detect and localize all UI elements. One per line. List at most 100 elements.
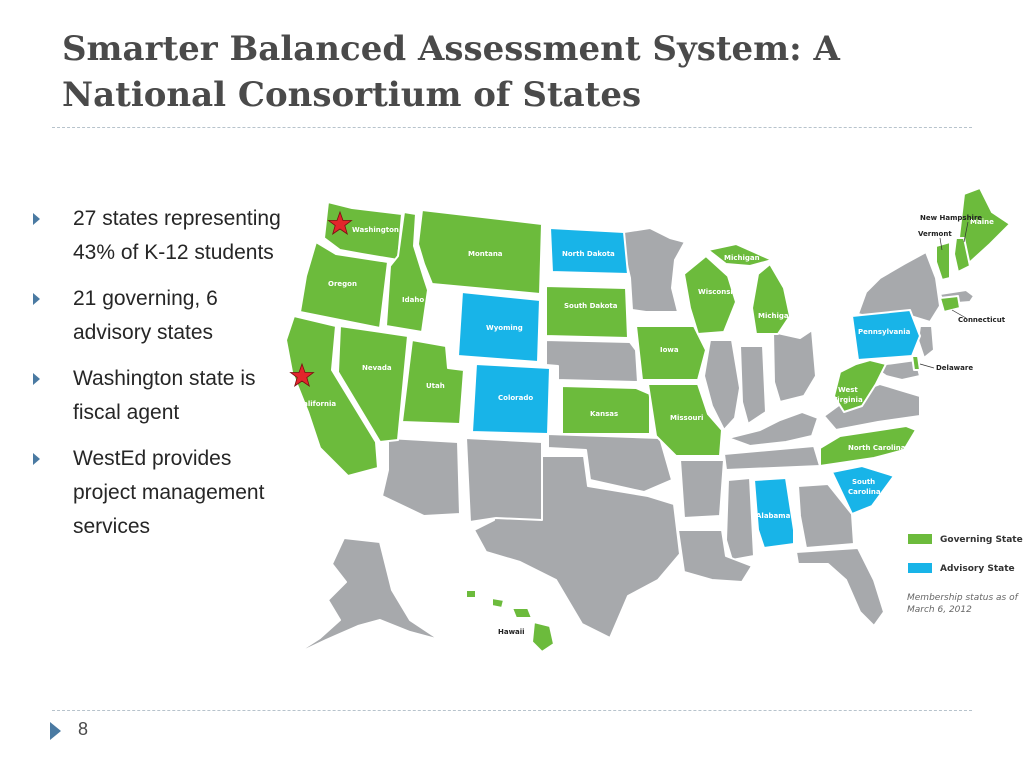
state-utah: [401, 339, 465, 425]
leader-connecticut: [951, 309, 967, 319]
label-michigan: Michigan: [758, 312, 794, 320]
label-south-carolina-line-2: Carolina: [848, 488, 881, 496]
state-california: [285, 315, 379, 477]
state-arizona: [381, 437, 461, 517]
label-south-carolina-line-1: South: [852, 478, 875, 486]
state-new-hampshire: [953, 237, 971, 273]
label-washington: Washington: [352, 226, 399, 234]
label-west-virginia-line-2: Virginia: [832, 396, 863, 404]
label-michigan-upper: Michigan: [724, 254, 760, 262]
state-alaska: [291, 537, 441, 657]
state-nebraska: [545, 339, 639, 383]
bullet-text: Washington state is fiscal agent: [73, 367, 256, 424]
state-washington: [323, 201, 403, 261]
label-maine: Maine: [970, 218, 994, 226]
state-ohio: [772, 329, 817, 403]
state-louisiana: [677, 529, 753, 583]
label-utah: Utah: [426, 382, 445, 390]
state-kansas: [561, 385, 651, 435]
label-missouri: Missouri: [670, 414, 703, 422]
label-wyoming: Wyoming: [486, 324, 523, 332]
state-wyoming: [457, 291, 541, 363]
state-nevada: [337, 325, 409, 443]
state-south-dakota: [545, 285, 629, 339]
state-oregon: [299, 241, 389, 329]
callout-lines: [919, 221, 969, 369]
state-missouri: [647, 383, 723, 457]
bullet-text: 27 states representing 43% of K-12 stude…: [73, 207, 281, 264]
state-oklahoma: [547, 433, 673, 493]
label-idaho: Idaho: [402, 296, 424, 304]
label-new-hampshire: New Hampshire: [920, 214, 982, 222]
advisory-states: [457, 227, 921, 549]
state-pennsylvania: [851, 309, 921, 361]
state-idaho: [385, 211, 429, 333]
leader-vermont: [939, 237, 943, 251]
label-pennsylvania: Pennsylvania: [858, 328, 911, 336]
state-michigan: [751, 263, 791, 335]
state-minnesota: [623, 227, 686, 313]
bullet-arrow-icon: [33, 293, 40, 305]
label-north-carolina: North Carolina: [848, 444, 906, 452]
state-illinois: [703, 339, 741, 431]
label-north-dakota: North Dakota: [562, 250, 615, 258]
label-alabama: Alabama: [756, 512, 791, 520]
state-delaware: [911, 355, 921, 371]
state-indiana: [739, 345, 767, 425]
state-iowa: [635, 325, 707, 381]
footer-divider: [52, 710, 972, 711]
star-icon: [289, 362, 315, 387]
state-georgia: [797, 483, 855, 549]
leader-delaware: [919, 363, 935, 369]
label-west-virginia-line-1: West: [838, 386, 858, 394]
slide-title: Smarter Balanced Assessment System: A Na…: [62, 29, 840, 115]
state-south-carolina: [831, 465, 895, 515]
state-hawaii-oahu: [491, 597, 505, 609]
legend-swatch-governing: [906, 532, 934, 546]
label-montana: Montana: [468, 250, 503, 258]
state-michigan-upper: [707, 243, 773, 267]
membership-note-line-2: March 6, 2012: [907, 605, 972, 615]
state-new-jersey: [917, 325, 935, 359]
us-consortium-map: Washington Oregon California Idaho Nevad…: [285, 187, 1023, 657]
map-legend: Governing State Advisory State Membershi…: [906, 532, 1023, 615]
governing-states: [285, 187, 1011, 653]
star-icon: [327, 210, 353, 235]
state-connecticut: [939, 295, 961, 313]
label-delaware: Delaware: [936, 364, 973, 372]
state-hawaii-maui: [511, 607, 533, 619]
state-colorado: [471, 363, 551, 435]
bullet-item: 21 governing, 6 advisory states: [30, 282, 290, 350]
label-vermont: Vermont: [918, 230, 952, 238]
bullet-arrow-icon: [33, 213, 40, 225]
state-west-virginia: [833, 359, 887, 413]
label-kansas: Kansas: [590, 410, 618, 418]
state-alabama: [753, 477, 795, 549]
label-wisconsin: Wisconsin: [698, 288, 738, 296]
state-vermont: [935, 241, 951, 281]
state-north-dakota: [549, 227, 629, 275]
bullet-list: 27 states representing 43% of K-12 stude…: [30, 202, 290, 556]
label-oregon: Oregon: [328, 280, 357, 288]
footer-arrow-icon: [50, 722, 61, 740]
title-divider: [52, 127, 972, 128]
state-kentucky: [727, 411, 819, 447]
label-nevada: Nevada: [362, 364, 392, 372]
legend-swatch-advisory: [906, 561, 934, 575]
state-labels: Washington Oregon California Idaho Nevad…: [298, 214, 1006, 636]
legend-label-governing: Governing State: [940, 535, 1023, 545]
label-iowa: Iowa: [660, 346, 679, 354]
label-california: California: [298, 400, 336, 408]
legend-label-advisory: Advisory State: [940, 564, 1015, 574]
label-hawaii: Hawaii: [498, 628, 525, 636]
state-tennessee: [723, 445, 821, 471]
state-north-carolina: [819, 425, 917, 467]
state-florida: [795, 547, 885, 627]
state-new-mexico: [465, 437, 543, 523]
bullet-arrow-icon: [33, 453, 40, 465]
bullet-item: WestEd provides project management servi…: [30, 442, 290, 544]
label-connecticut: Connecticut: [958, 316, 1006, 324]
label-south-dakota: South Dakota: [564, 302, 618, 310]
label-colorado: Colorado: [498, 394, 533, 402]
state-hawaii-big-island: [531, 621, 555, 653]
